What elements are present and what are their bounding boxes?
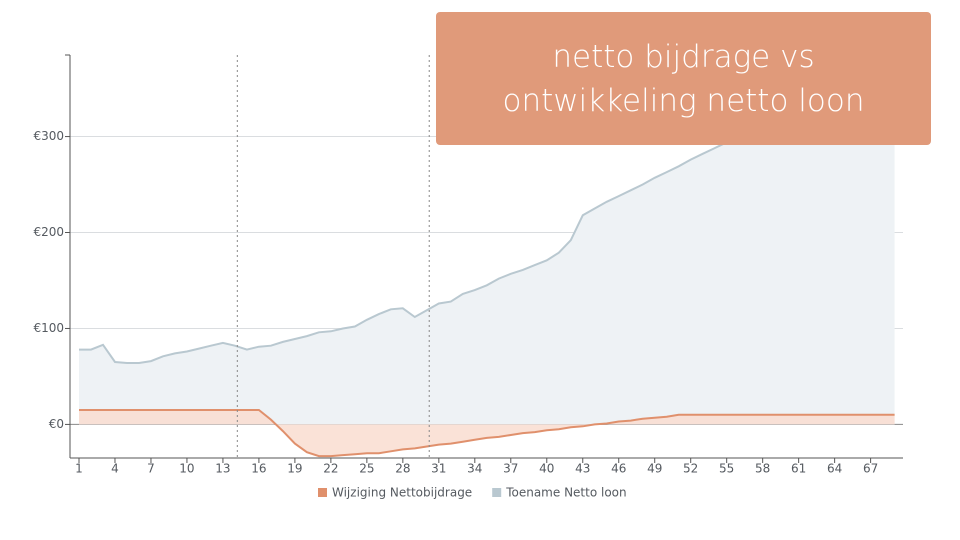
y-tick-label: €200 [33, 225, 64, 239]
x-tick-label: 43 [575, 462, 590, 476]
x-tick-label: 1 [75, 462, 83, 476]
x-tick-label: 67 [863, 462, 878, 476]
y-tick-label: €0 [49, 417, 64, 431]
legend-swatch [318, 488, 327, 497]
x-tick-label: 52 [683, 462, 698, 476]
series-line [79, 409, 895, 458]
chart-title: netto bijdrage vs ontwikkeling netto loo… [502, 38, 865, 119]
x-tick-label: 22 [323, 462, 338, 476]
area-fill [79, 76, 895, 425]
x-tick-label: 58 [755, 462, 770, 476]
legend-label: Toename Netto loon [505, 486, 626, 500]
x-tick-label: 4 [111, 462, 119, 476]
x-tick-label: 31 [431, 462, 446, 476]
x-tick-label: 37 [503, 462, 518, 476]
x-tick-label: 13 [215, 462, 230, 476]
x-tick-label: 10 [179, 462, 194, 476]
y-tick-label: €300 [33, 129, 64, 143]
x-tick-label: 19 [287, 462, 302, 476]
x-tick-label: 25 [359, 462, 374, 476]
x-tick-label: 16 [251, 462, 266, 476]
x-tick-label: 49 [647, 462, 662, 476]
y-tick-label: €100 [33, 321, 64, 335]
area-fill [79, 410, 895, 457]
x-tick-label: 34 [467, 462, 482, 476]
x-tick-label: 7 [147, 462, 155, 476]
x-tick-label: 55 [719, 462, 734, 476]
legend-swatch [492, 488, 502, 497]
title-box: netto bijdrage vs ontwikkeling netto loo… [436, 12, 931, 145]
x-tick-label: 40 [539, 462, 554, 476]
x-tick-label: 28 [395, 462, 410, 476]
x-tick-label: 46 [611, 462, 626, 476]
legend-label: Wijziging Nettobijdrage [332, 486, 472, 500]
x-tick-label: 61 [791, 462, 806, 476]
x-tick-label: 64 [827, 462, 842, 476]
